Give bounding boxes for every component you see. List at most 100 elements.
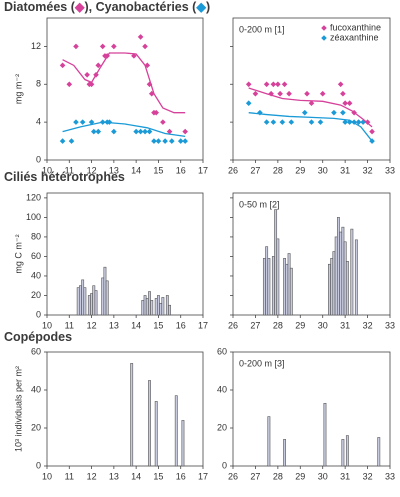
point — [153, 109, 159, 116]
bar — [130, 363, 134, 467]
x-tick-label: 17 — [198, 320, 208, 330]
y-tick-label: 0 — [222, 460, 227, 470]
plot-frame — [46, 17, 204, 161]
title-part: ) — [206, 0, 210, 14]
x-tick-label: 14 — [131, 165, 141, 175]
bar — [332, 251, 336, 316]
point — [263, 81, 270, 88]
x-tick-label: 30 — [318, 471, 328, 481]
point — [155, 138, 162, 144]
x-tick-label: 26 — [228, 320, 238, 330]
legend-label: zéaxanthine — [330, 32, 379, 42]
bar — [143, 295, 147, 316]
title-part: Copépodes — [4, 330, 72, 344]
x-tick-label: 32 — [363, 471, 373, 481]
point — [99, 43, 106, 50]
plot-frame — [46, 192, 204, 316]
y-tick-label: 100 — [26, 212, 41, 222]
title-part: Ciliés hétérotrophes — [4, 170, 125, 184]
bar — [165, 295, 169, 316]
point — [160, 119, 166, 125]
point — [270, 81, 277, 88]
point — [182, 138, 188, 144]
plot-frame — [46, 351, 204, 467]
x-tick-label: 16 — [176, 471, 186, 481]
point — [66, 81, 73, 88]
point — [84, 72, 90, 78]
bar — [145, 298, 149, 316]
point — [88, 119, 95, 125]
x-tick-label: 27 — [250, 165, 260, 175]
x-tick-label: 27 — [250, 471, 260, 481]
x-tick-label: 33 — [385, 320, 395, 330]
bar — [103, 266, 107, 316]
point — [279, 119, 286, 125]
x-tick-label: 15 — [153, 165, 163, 175]
plot-frame — [232, 351, 391, 467]
x-tick-label: 17 — [198, 471, 208, 481]
plot-frame — [232, 17, 391, 161]
point — [275, 81, 281, 88]
trend-line — [62, 121, 186, 137]
x-tick-label: 11 — [65, 471, 74, 481]
x-tick-label: 13 — [109, 471, 119, 481]
point — [151, 138, 157, 144]
bar — [92, 285, 96, 316]
y-axis-label: mg m⁻² — [13, 74, 23, 104]
bar — [267, 258, 271, 316]
x-tick-label: 33 — [385, 471, 395, 481]
bar — [262, 258, 266, 316]
point — [346, 100, 353, 106]
y-tick-label: 60 — [31, 346, 41, 356]
point — [95, 128, 102, 135]
point — [177, 138, 184, 144]
point — [91, 128, 97, 135]
point — [270, 119, 277, 125]
x-tick-label: 32 — [363, 165, 373, 175]
title-part: ), Cyanobactéries ( — [84, 0, 197, 14]
bar — [101, 277, 105, 316]
point — [88, 81, 95, 88]
point — [317, 119, 324, 125]
x-tick-label: 14 — [131, 320, 141, 330]
y-tick-label: 120 — [26, 192, 41, 202]
bar — [105, 280, 109, 316]
bar — [323, 402, 327, 467]
point — [281, 81, 288, 88]
x-tick-label: 13 — [109, 320, 119, 330]
plot-frame — [232, 192, 391, 316]
x-tick-label: 28 — [273, 471, 283, 481]
y-axis-label: 10³ individuals per m² — [13, 366, 23, 452]
bar — [154, 401, 158, 467]
point — [142, 128, 148, 135]
y-tick-label: 80 — [31, 231, 41, 241]
point — [340, 90, 346, 97]
bar — [289, 267, 293, 316]
bar — [157, 295, 160, 316]
bar — [265, 246, 269, 316]
bar — [161, 297, 165, 316]
x-tick-label: 32 — [363, 320, 373, 330]
point — [169, 138, 175, 144]
bar — [274, 209, 278, 316]
section-title: Ciliés hétérotrophes — [4, 170, 125, 184]
bar — [148, 380, 151, 467]
y-tick-label: 20 — [217, 422, 227, 432]
y-axis-label: mg C m⁻² — [13, 234, 23, 273]
bar — [341, 439, 345, 467]
bar — [159, 302, 163, 316]
x-tick-label: 11 — [65, 320, 74, 330]
trend-line — [248, 87, 373, 128]
y-tick-label: 40 — [217, 384, 227, 394]
point — [182, 128, 188, 135]
x-tick-label: 12 — [87, 320, 97, 330]
bar — [90, 293, 93, 316]
y-tick-label: 0 — [36, 460, 41, 470]
x-tick-label: 15 — [153, 320, 163, 330]
point — [111, 43, 117, 50]
section-title: Copépodes — [4, 330, 72, 344]
legend-marker — [321, 35, 327, 41]
x-tick-label: 28 — [273, 320, 283, 330]
bar — [328, 263, 331, 316]
